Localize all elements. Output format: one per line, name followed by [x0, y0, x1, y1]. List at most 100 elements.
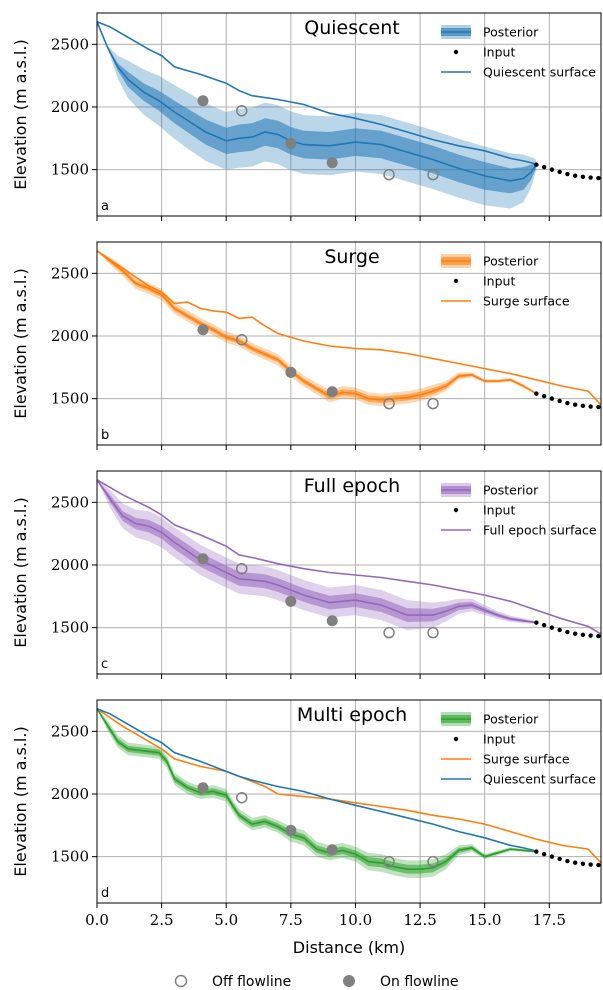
- x-tick-label: 0.0: [85, 911, 109, 929]
- legend-input-marker: [453, 736, 459, 742]
- y-axis-label: Elevation (m a.s.l.): [11, 497, 30, 647]
- panel-ticks: 1500 2000 2500: [51, 264, 550, 450]
- y-tick-label: 2500: [51, 722, 89, 740]
- on-flowline-point: [285, 366, 297, 378]
- plot-area: [97, 479, 601, 639]
- input-point: [588, 404, 593, 409]
- x-tick-label: 7.5: [279, 911, 303, 929]
- input-point: [557, 627, 562, 633]
- input-point: [596, 404, 601, 410]
- on-flowline-point: [326, 615, 338, 627]
- legend-input-marker: [453, 278, 459, 284]
- x-axis-label: Distance (km): [293, 938, 405, 957]
- input-point: [541, 164, 547, 170]
- plot-area: [97, 21, 601, 209]
- off-flowline-point: [383, 855, 395, 868]
- x-tick-label: 17.5: [533, 911, 566, 929]
- on-flowline-point: [197, 324, 209, 336]
- legend-label: Posterior: [483, 483, 539, 498]
- posterior-inner-band: [97, 479, 537, 624]
- input-point: [588, 175, 593, 180]
- panel-ticks: 1500 2000 2500: [51, 493, 550, 679]
- input-point: [565, 171, 570, 177]
- input-point: [534, 391, 539, 396]
- x-axis: 0.0 2.5 5.0 7.5 10.0 12.5 15.0 17.5: [85, 911, 566, 929]
- x-tick-label: 2.5: [150, 911, 174, 929]
- y-axis-label: Elevation (m a.s.l.): [11, 39, 30, 189]
- x-tick-label: 15.0: [468, 911, 501, 929]
- input-point: [580, 861, 586, 866]
- on-flowline-point: [197, 782, 209, 794]
- y-tick-label: 1500: [51, 848, 89, 866]
- panel-title: Multi epoch: [297, 704, 407, 726]
- y-tick-label: 2500: [51, 493, 89, 511]
- on-flowline-point: [197, 95, 209, 107]
- panel-grid: [96, 242, 601, 445]
- input-point: [534, 162, 539, 167]
- input-point: [565, 858, 570, 864]
- input-point: [580, 632, 586, 637]
- x-tick-label: 12.5: [403, 911, 436, 929]
- panel-grid: [96, 471, 601, 674]
- panel-a: 1500 2000 2500 Elevation (m a.s.l.) Quiescen…: [11, 12, 602, 221]
- legend-label: Surge surface: [483, 294, 570, 309]
- input-point: [557, 169, 562, 175]
- input-point: [549, 625, 555, 630]
- legend-input-marker: [453, 49, 459, 55]
- posterior-median-line: [97, 250, 537, 401]
- plot-area: [97, 708, 601, 878]
- input-point: [588, 633, 593, 638]
- y-tick-label: 1500: [51, 390, 89, 408]
- input-point: [541, 393, 547, 399]
- panels: 1500 2000 2500 Elevation (m a.s.l.) Quiescen…: [11, 12, 602, 908]
- input-point: [541, 622, 547, 628]
- posterior-median-line: [97, 708, 537, 870]
- plot-area: [97, 250, 601, 410]
- on-flowline-point: [285, 595, 297, 607]
- input-point: [580, 174, 586, 179]
- legend-label: Input: [483, 503, 515, 518]
- input-point: [541, 851, 547, 857]
- on-flowline-point: [285, 137, 297, 149]
- off-flowline-point: [383, 168, 395, 181]
- y-axis-label: Elevation (m a.s.l.): [11, 726, 30, 876]
- y-tick-label: 2000: [51, 327, 89, 345]
- panel-ticks: 1500 2000 2500: [51, 722, 550, 908]
- surface-line: [97, 250, 601, 406]
- y-tick-label: 2000: [51, 98, 89, 116]
- input-point: [572, 631, 578, 636]
- panel-frame: [96, 12, 602, 217]
- bottom-legend: Off flowline On flowline: [174, 974, 458, 990]
- on-flowline-point: [197, 553, 209, 565]
- panel-d: 1500 2000 2500 Elevation (m a.s.l.) Multi ep…: [11, 699, 602, 908]
- panel-legend: Posterior Input Quiescent surface: [441, 25, 596, 80]
- on-flowline-point: [326, 157, 338, 169]
- legend-label: Quiescent surface: [483, 772, 596, 787]
- legend-label: Posterior: [483, 254, 539, 269]
- input-point: [549, 396, 555, 401]
- panel-legend: Posterior Input Surge surface Quiescent sur…: [441, 712, 596, 787]
- input-point: [572, 173, 578, 178]
- input-point: [557, 398, 562, 404]
- legend-input-marker: [453, 507, 459, 513]
- input-point: [557, 856, 562, 862]
- off-flowline-legend-marker: [174, 974, 188, 988]
- input-point: [596, 862, 601, 868]
- input-point: [534, 849, 539, 854]
- panel-title: Surge: [324, 246, 379, 268]
- panel-legend: Posterior Input Surge surface: [441, 254, 570, 309]
- y-tick-label: 1500: [51, 161, 89, 179]
- panel-ticks: 1500 2000 2500: [51, 35, 550, 221]
- surface-line: [97, 708, 601, 864]
- on-flowline-point: [326, 386, 338, 398]
- legend-label: Quiescent surface: [483, 65, 596, 80]
- y-tick-label: 1500: [51, 619, 89, 637]
- y-tick-label: 2500: [51, 35, 89, 53]
- y-tick-label: 2000: [51, 785, 89, 803]
- input-point: [565, 629, 570, 635]
- off-flowline-point: [235, 562, 248, 575]
- panel-legend: Posterior Input Full epoch surface: [441, 483, 597, 538]
- input-point: [596, 633, 601, 639]
- legend-label: Full epoch surface: [483, 523, 597, 538]
